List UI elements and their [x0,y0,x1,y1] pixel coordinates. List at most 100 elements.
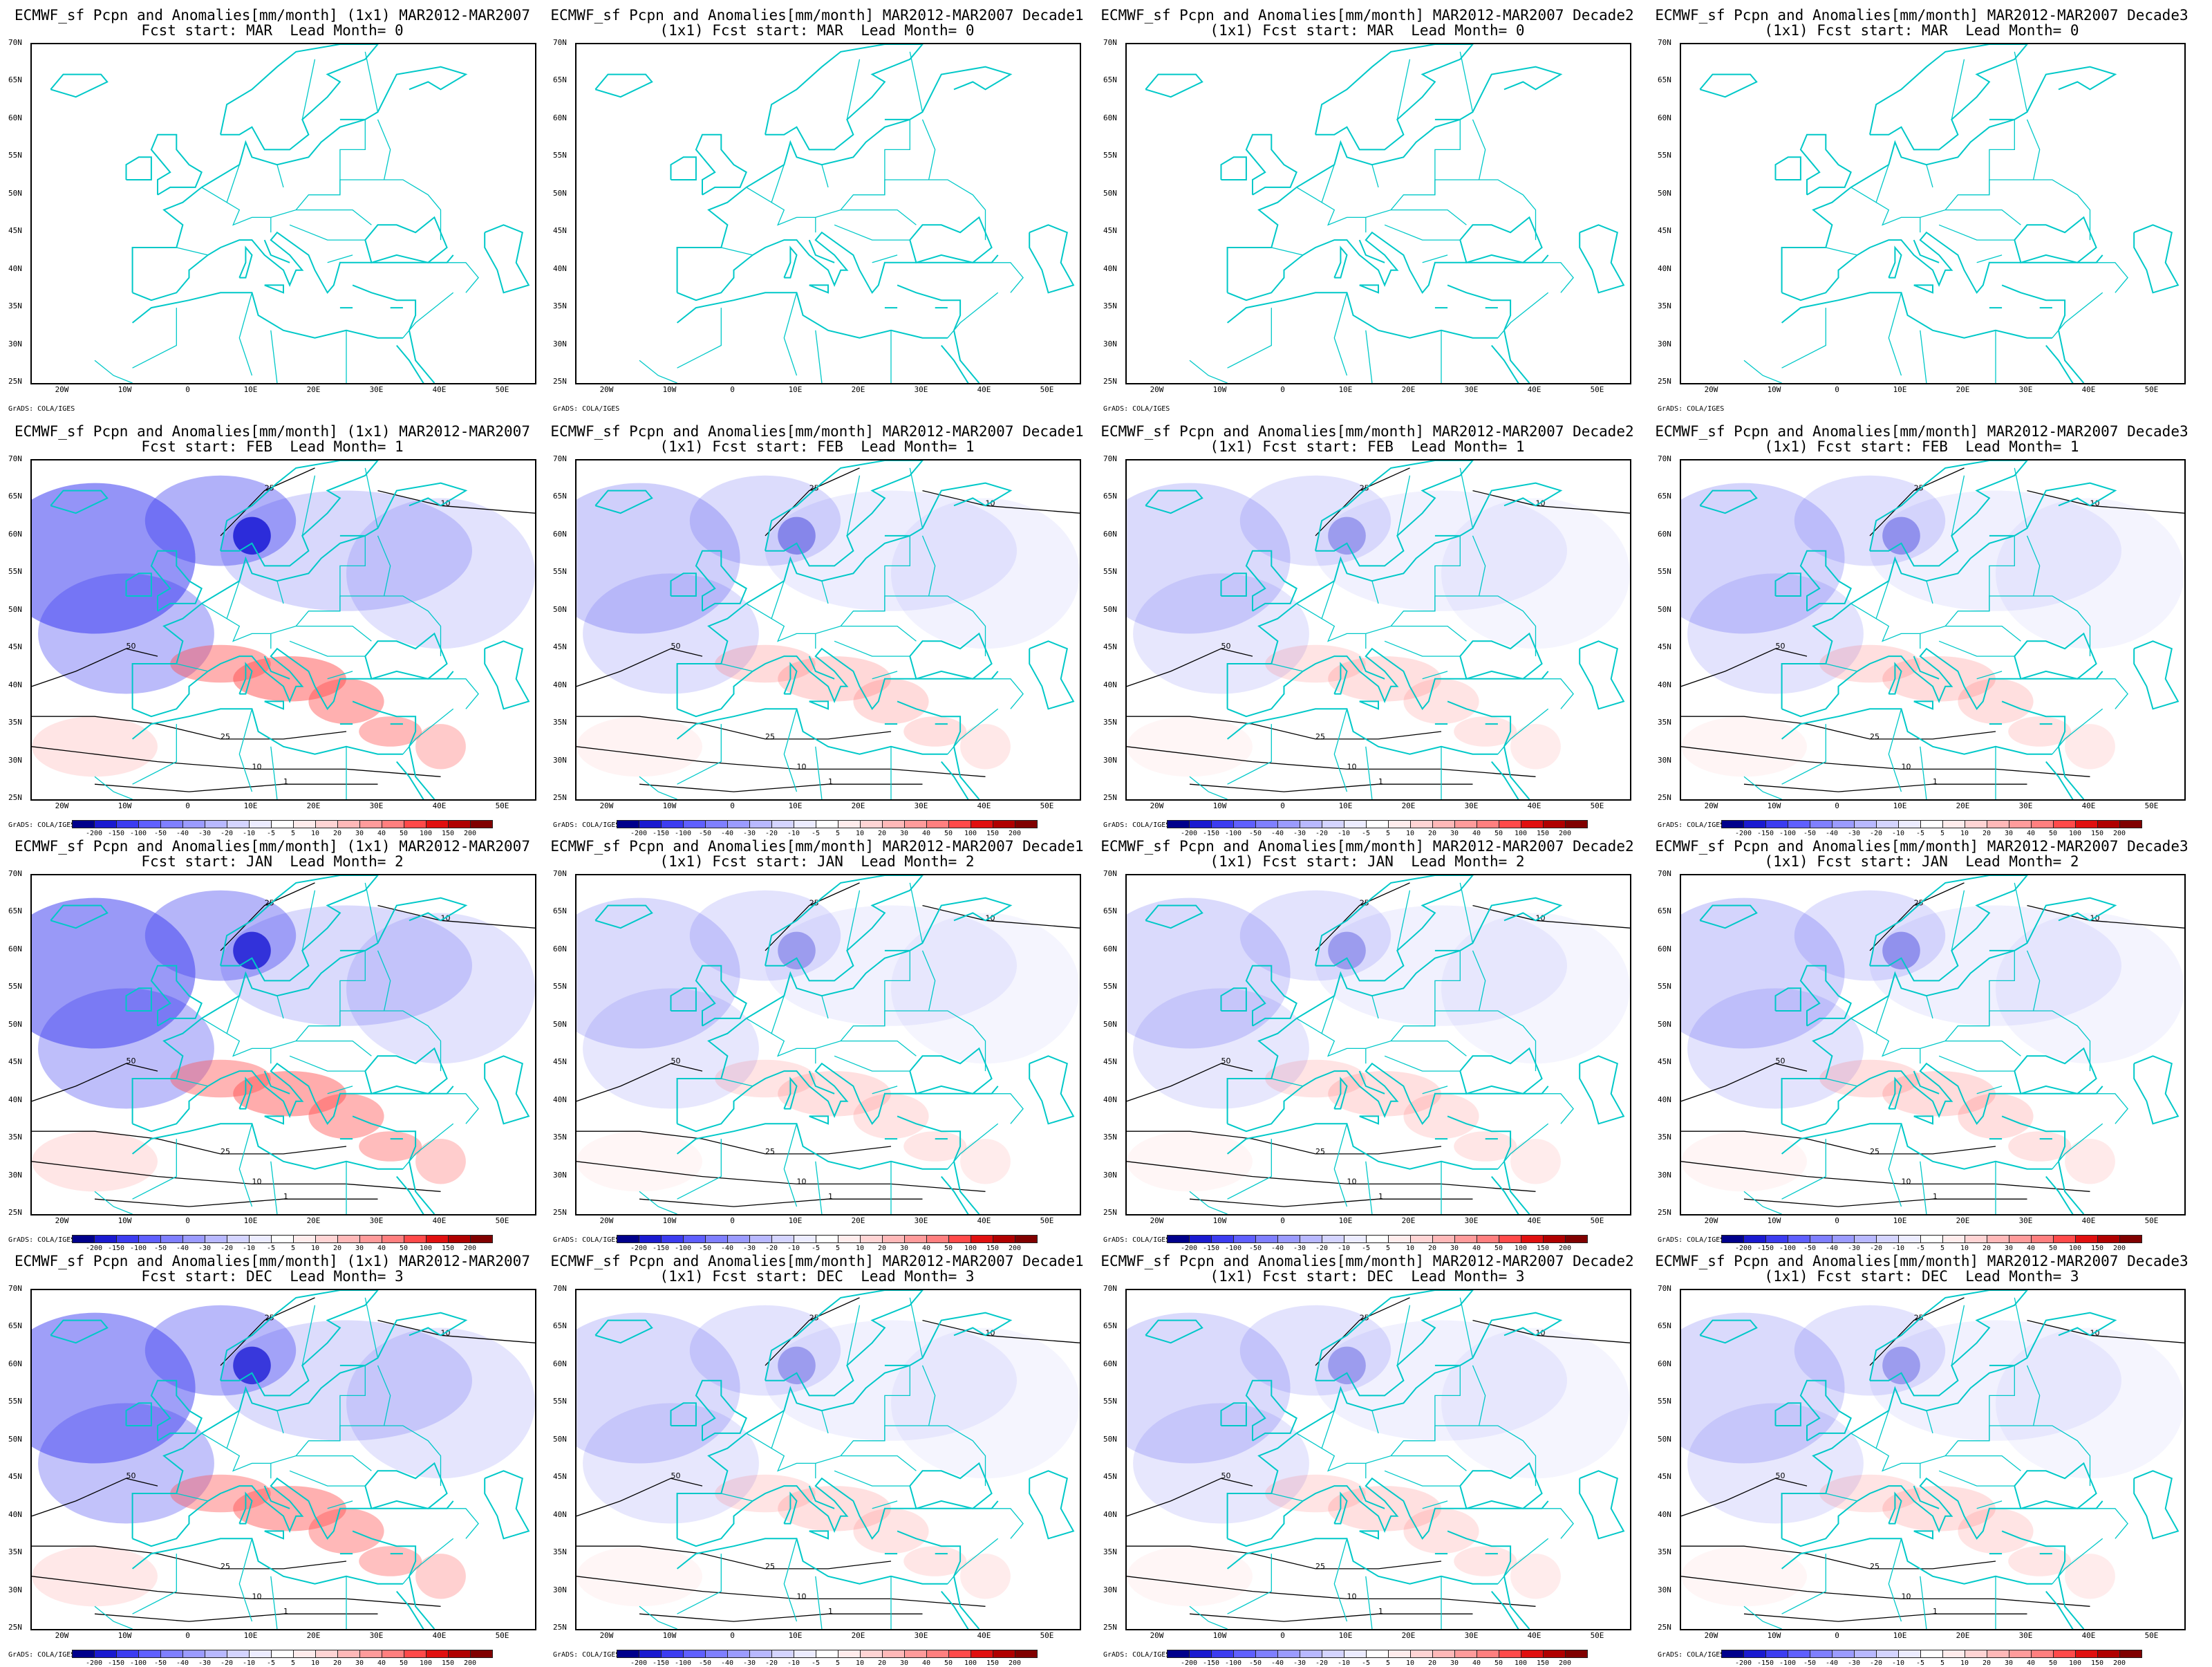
colorbar-tick-label: -30 [1847,830,1861,837]
colorbar-tick-label: 40 [377,1245,386,1252]
colorbar-tick-label: -100 [1224,1245,1242,1252]
contour-label: 25 [765,1147,775,1156]
colorbar-swatch [1233,1650,1256,1658]
colorbar-swatch [404,1650,427,1658]
coastline [2045,344,2074,383]
colorbar-tick-label: -5 [1361,1659,1371,1667]
country-border [289,640,366,657]
contour-label: 25 [1315,732,1325,741]
lat-tick-label: 60N [1103,944,1117,953]
lon-tick-label: 30E [369,385,384,394]
lat-tick-label: 70N [8,869,22,878]
country-border [947,1123,999,1170]
lat-tick-label: 70N [1658,454,1671,463]
colorbar-swatch [1876,1650,1899,1658]
colorbar-tick-label: 100 [964,1245,977,1252]
lon-tick-label: 10E [1338,1216,1353,1225]
colorbar-tick-label: 50 [399,830,409,837]
lat-tick-label: 30N [8,1170,22,1180]
contour-label: 25 [809,484,819,493]
colorbar-swatch [337,1650,360,1658]
coastline [1226,292,1498,339]
country-border [947,292,999,339]
country-border [176,1493,208,1502]
coastline [1358,239,1385,263]
lon-tick-label: 0 [1280,385,1285,394]
coastline [1491,1590,1519,1629]
country-border [1926,1410,1933,1434]
colorbar-swatch [182,820,205,828]
coastline [1774,987,1801,1012]
coastline [677,1477,999,1547]
country-border [1781,724,1826,785]
lat-tick-label: 30N [8,755,22,765]
lon-tick-label: 30E [369,801,384,810]
country-border [402,708,454,755]
coastline [1226,534,1461,709]
coastline [1245,550,1297,612]
coastline [670,156,697,180]
anomaly-shading [1870,1320,2121,1441]
coastline [809,1115,829,1125]
lon-tick-label: 10E [243,385,258,394]
lat-tick-label: 50N [1658,188,1671,198]
country-border [226,164,240,203]
lat-tick-label: 25N [553,793,567,802]
coastline [339,1312,468,1366]
coastline [1774,1402,1801,1426]
colorbar-swatch [1565,820,1588,828]
country-border [1523,1508,1574,1539]
coastline [50,904,109,929]
country-border [872,1086,898,1095]
colorbar-tick-label: 20 [1982,1659,1991,1667]
coastline [594,490,653,514]
colorbar-tick-label: 40 [377,1659,386,1667]
colorbar-tick-label: -30 [742,1659,756,1667]
colorbar-tick-label: -20 [220,1659,234,1667]
country-border [1920,330,1927,383]
lon-tick-label: 40E [2081,1631,2096,1640]
lon-tick-label: 20E [851,385,865,394]
coastline [1799,133,1852,196]
contour-line [1127,716,1442,740]
coastline [1781,118,2015,293]
colorbar-swatch [794,1235,816,1243]
lat-tick-label: 50N [1658,604,1671,614]
colorbar-tick-label: -200 [1734,830,1752,837]
coastline [1781,1123,2052,1170]
colorbar-swatch [315,820,338,828]
colorbar-tick-label: -30 [1293,830,1306,837]
country-border [2014,1297,2028,1359]
colorbar-tick-label: 200 [2112,830,2126,837]
lon-tick-label: 40E [1527,1216,1541,1225]
country-border [1938,640,2015,657]
colorbar-swatch [705,820,728,828]
contour-label: 10 [1347,762,1357,771]
lon-tick-label: 40E [432,801,447,810]
colorbar-tick-label: 5 [1940,1659,1945,1667]
coastline [1315,44,1474,151]
panel-title: ECMWF_sf Pcpn and Anomalies[mm/month] (1… [15,7,530,24]
anomaly-shading [960,1139,1011,1184]
lat-tick-label: 40N [553,1509,567,1519]
country-border [289,224,366,241]
grads-credit: GrADS: COLA/IGES [8,1236,75,1244]
colorbar-swatch [993,1235,1015,1243]
coastline [1869,460,2028,567]
colorbar-tick-label: -200 [1180,830,1198,837]
coastline [884,482,1013,537]
colorbar-tick-label: 100 [419,1245,433,1252]
colorbar-tick-label: 50 [2048,1659,2058,1667]
coastline [238,1491,253,1525]
contour-line [1681,1478,1808,1517]
lat-tick-label: 45N [1103,1472,1117,1482]
coastline [809,700,829,710]
lat-tick-label: 60N [8,113,22,122]
country-border [201,595,442,657]
anomaly-shading [1882,931,1920,970]
colorbar-tick-label: -100 [1779,1245,1797,1252]
coastline [809,1530,829,1540]
lat-tick-label: 45N [553,1057,567,1067]
coastline [1781,708,2052,755]
country-border [327,671,353,680]
